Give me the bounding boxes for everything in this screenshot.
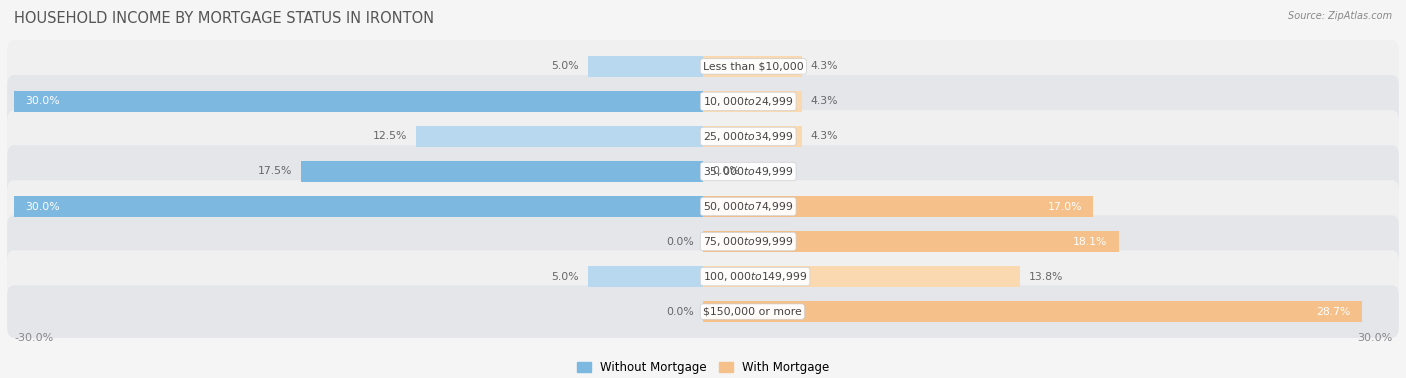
Text: $100,000 to $149,999: $100,000 to $149,999 xyxy=(703,270,807,283)
Bar xyxy=(703,266,1019,287)
Text: -30.0%: -30.0% xyxy=(14,333,53,343)
Text: 18.1%: 18.1% xyxy=(1073,237,1107,246)
Bar xyxy=(703,196,1094,217)
Text: Less than $10,000: Less than $10,000 xyxy=(703,61,804,71)
Text: $75,000 to $99,999: $75,000 to $99,999 xyxy=(703,235,793,248)
Text: 5.0%: 5.0% xyxy=(551,271,579,282)
Text: 4.3%: 4.3% xyxy=(811,132,838,141)
Bar xyxy=(703,56,801,76)
Legend: Without Mortgage, With Mortgage: Without Mortgage, With Mortgage xyxy=(572,356,834,378)
Text: 4.3%: 4.3% xyxy=(811,96,838,107)
Text: $25,000 to $34,999: $25,000 to $34,999 xyxy=(703,130,793,143)
FancyBboxPatch shape xyxy=(7,75,1399,128)
Bar xyxy=(703,231,1119,252)
Bar xyxy=(703,126,801,147)
Text: 4.3%: 4.3% xyxy=(811,61,838,71)
FancyBboxPatch shape xyxy=(7,145,1399,198)
Bar xyxy=(14,196,703,217)
Bar xyxy=(588,266,703,287)
Text: 30.0%: 30.0% xyxy=(25,96,60,107)
Bar xyxy=(301,161,703,182)
Text: 5.0%: 5.0% xyxy=(551,61,579,71)
Text: 13.8%: 13.8% xyxy=(1029,271,1063,282)
Text: Source: ZipAtlas.com: Source: ZipAtlas.com xyxy=(1288,11,1392,21)
Bar xyxy=(588,56,703,76)
Text: 0.0%: 0.0% xyxy=(713,166,740,177)
Text: 0.0%: 0.0% xyxy=(666,307,693,317)
FancyBboxPatch shape xyxy=(7,250,1399,303)
FancyBboxPatch shape xyxy=(7,40,1399,93)
Text: $35,000 to $49,999: $35,000 to $49,999 xyxy=(703,165,793,178)
FancyBboxPatch shape xyxy=(7,110,1399,163)
Text: 12.5%: 12.5% xyxy=(373,132,406,141)
Text: 28.7%: 28.7% xyxy=(1316,307,1351,317)
Text: $50,000 to $74,999: $50,000 to $74,999 xyxy=(703,200,793,213)
FancyBboxPatch shape xyxy=(7,285,1399,338)
Text: 30.0%: 30.0% xyxy=(25,201,60,212)
Text: 0.0%: 0.0% xyxy=(666,237,693,246)
Bar xyxy=(14,91,703,112)
Text: 17.5%: 17.5% xyxy=(257,166,292,177)
Text: $10,000 to $24,999: $10,000 to $24,999 xyxy=(703,95,793,108)
FancyBboxPatch shape xyxy=(7,215,1399,268)
Text: 17.0%: 17.0% xyxy=(1047,201,1083,212)
Text: 30.0%: 30.0% xyxy=(1357,333,1392,343)
Bar xyxy=(703,91,801,112)
Bar xyxy=(703,302,1362,322)
Text: HOUSEHOLD INCOME BY MORTGAGE STATUS IN IRONTON: HOUSEHOLD INCOME BY MORTGAGE STATUS IN I… xyxy=(14,11,434,26)
FancyBboxPatch shape xyxy=(7,180,1399,233)
Bar xyxy=(416,126,703,147)
Text: $150,000 or more: $150,000 or more xyxy=(703,307,801,317)
